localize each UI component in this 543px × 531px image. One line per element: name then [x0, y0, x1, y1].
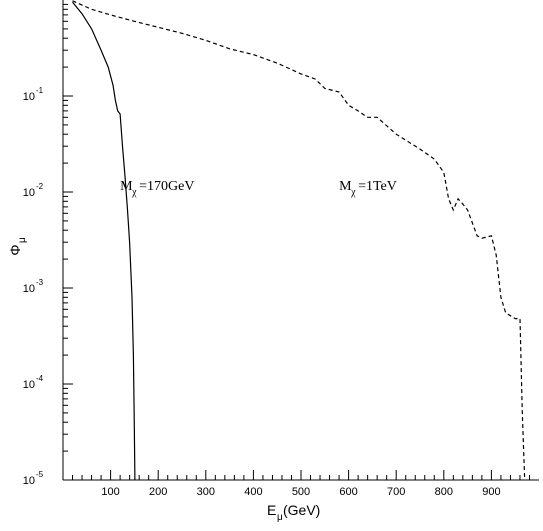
y-tick-exponent: -4 — [36, 374, 44, 383]
y-tick-exponent: -5 — [36, 470, 44, 479]
y-tick-base: 10 — [23, 475, 35, 487]
y-axis-title-subscript: μ — [17, 237, 28, 243]
x-tick-label: 300 — [197, 486, 215, 498]
y-axis-title: Φμ — [7, 237, 28, 256]
y-tick-exponent: -2 — [36, 182, 44, 191]
x-tick-label: 700 — [387, 486, 405, 498]
solid-flux-curve — [72, 1, 136, 481]
y-tick-base: 10 — [23, 187, 35, 199]
x-axis-title-subscript: μ — [277, 512, 283, 523]
x-tick-label: 100 — [101, 486, 119, 498]
annotation-base: M — [120, 179, 133, 194]
x-tick-label: 400 — [244, 486, 262, 498]
y-tick-label: 10-4 — [23, 374, 44, 391]
x-tick-label: 600 — [339, 486, 357, 498]
y-tick-exponent: -1 — [36, 86, 44, 95]
annotation-text: =1TeV — [358, 179, 397, 194]
x-tick-label: 200 — [149, 486, 167, 498]
y-tick-label: 10-3 — [23, 278, 44, 295]
y-tick-base: 10 — [23, 379, 35, 391]
y-tick-base: 10 — [23, 283, 35, 295]
y-tick-exponent: -3 — [36, 278, 44, 287]
y-axis-title-base: Φ — [7, 244, 23, 255]
annotation-text: =170GeV — [139, 179, 194, 194]
x-tick-label: 800 — [435, 486, 453, 498]
annotation-subscript: χ — [131, 187, 137, 198]
x-axis-title-base: E — [267, 502, 276, 518]
y-tick-base: 10 — [23, 91, 35, 103]
dashed-flux-curve — [72, 0, 526, 481]
annotation-subscript: χ — [350, 187, 356, 198]
x-axis-title-unit: (GeV) — [283, 502, 320, 518]
y-tick-label: 10-2 — [23, 182, 44, 199]
y-tick-label: 10-5 — [23, 470, 44, 487]
x-tick-label: 900 — [482, 486, 500, 498]
y-tick-label: 10-1 — [23, 86, 44, 103]
annotation-base: M — [339, 179, 352, 194]
x-tick-label: 500 — [292, 486, 310, 498]
